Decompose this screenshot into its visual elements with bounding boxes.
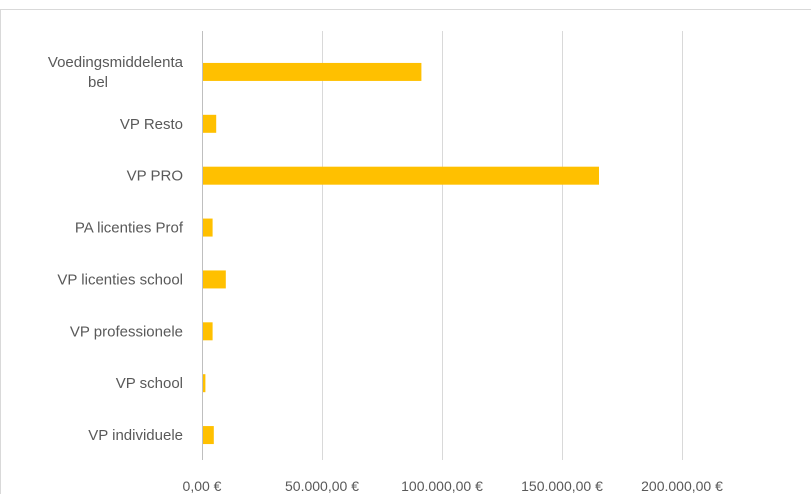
bars [203, 62, 599, 445]
category-label: VP professionele [70, 323, 183, 340]
x-tick-label: 200.000,00 € [641, 478, 723, 494]
bar [203, 270, 226, 289]
category-label: VP individuele [88, 427, 183, 444]
category-label: PA licenties Prof [75, 220, 184, 237]
category-label: VP PRO [127, 168, 183, 185]
x-tick-label: 100.000,00 € [401, 478, 483, 494]
bar [203, 166, 599, 185]
bar [203, 426, 214, 445]
category-labels: Voedingsmiddelenta bel VP Resto VP PRO PA li… [48, 54, 184, 444]
category-label: VP Resto [120, 116, 183, 133]
x-axis-tick-labels: 0,00 € 50.000,00 € 100.000,00 € 150.000,00 … [183, 478, 724, 494]
bar [203, 218, 213, 237]
category-label-line: Voedingsmiddelenta [48, 54, 184, 71]
bar [203, 374, 206, 393]
bar [203, 322, 213, 341]
x-tick-label: 50.000,00 € [285, 478, 359, 494]
bar [203, 62, 422, 81]
x-tick-label: 150.000,00 € [521, 478, 603, 494]
bar [203, 114, 217, 133]
category-label: VP school [116, 375, 183, 392]
x-tick-label: 0,00 € [183, 478, 222, 494]
gridlines [202, 31, 683, 460]
category-label-line: bel [88, 74, 108, 91]
category-label: VP licenties school [57, 271, 183, 288]
category-label: Voedingsmiddelenta bel [48, 54, 184, 91]
